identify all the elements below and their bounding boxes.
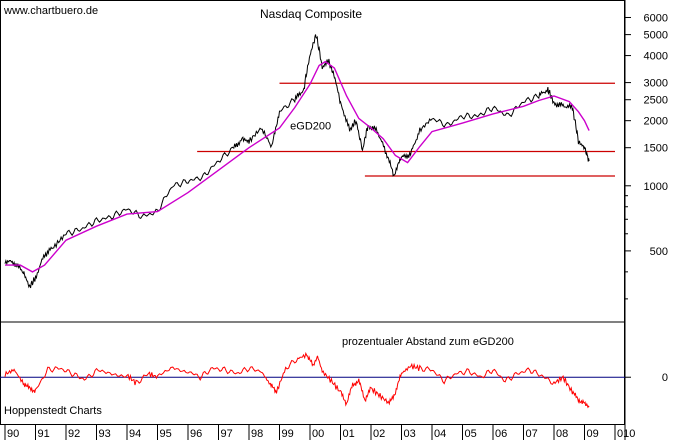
y-tick-label: 3000: [644, 78, 668, 90]
oscillator-title: prozentualer Abstand zum eGD200: [342, 336, 514, 348]
x-tick-label: 90: [7, 428, 19, 440]
x-tick-label: 97: [221, 428, 233, 440]
y-tick-label: 1500: [644, 143, 668, 155]
resistance-support-lines: [197, 82, 615, 177]
x-tick-label: 93: [99, 428, 111, 440]
x-tick-label: 01: [343, 428, 355, 440]
x-tick-label: 010: [617, 428, 635, 440]
source-label: www.chartbuero.de: [3, 5, 98, 17]
y-tick-label: 4000: [644, 51, 668, 63]
credit-label: Hoppenstedt Charts: [4, 405, 102, 417]
sub-y-tick-label: 0: [662, 372, 668, 384]
chart-title: Nasdaq Composite: [260, 7, 362, 21]
x-tick-label: 00: [312, 428, 324, 440]
y-tick-label: 2500: [644, 95, 668, 107]
x-tick-label: 94: [129, 428, 141, 440]
oscillator-series-group: [4, 351, 590, 409]
x-tick-label: 02: [373, 428, 385, 440]
price-axis-ticks: 500 1000 1500 2000 2500 3000 4000 5000 6000: [625, 12, 668, 300]
x-tick-label: 06: [495, 428, 507, 440]
egd200-line: [5, 60, 590, 273]
x-tick-label: 04: [434, 428, 446, 440]
price-series-group: [4, 34, 590, 289]
y-tick-label: 5000: [644, 30, 668, 42]
x-tick-label: 07: [526, 428, 538, 440]
x-tick-label: 95: [160, 428, 172, 440]
oscillator-axis-ticks: 0: [625, 372, 668, 384]
y-tick-label: 6000: [644, 12, 668, 24]
year-axis-ticks: 90 91 92 93 94 95 96 97 98 99 00 01 02 03 04 05 06 07 08 09…: [4, 424, 635, 440]
y-tick-label: 500: [650, 246, 668, 258]
x-tick-label: 99: [282, 428, 294, 440]
x-tick-label: 08: [556, 428, 568, 440]
price-line: [4, 34, 590, 289]
x-tick-label: 92: [68, 428, 80, 440]
x-tick-label: 91: [38, 428, 50, 440]
x-tick-label: 09: [587, 428, 599, 440]
x-tick-label: 96: [190, 428, 202, 440]
x-tick-label: 98: [251, 428, 263, 440]
plot-frame: [0, 0, 625, 425]
x-tick-label: 03: [404, 428, 416, 440]
y-tick-label: 1000: [644, 181, 668, 193]
y-tick-label: 2000: [644, 116, 668, 128]
x-tick-label: 05: [465, 428, 477, 440]
egd200-label: eGD200: [290, 121, 331, 133]
oscillator-line: [4, 351, 590, 409]
